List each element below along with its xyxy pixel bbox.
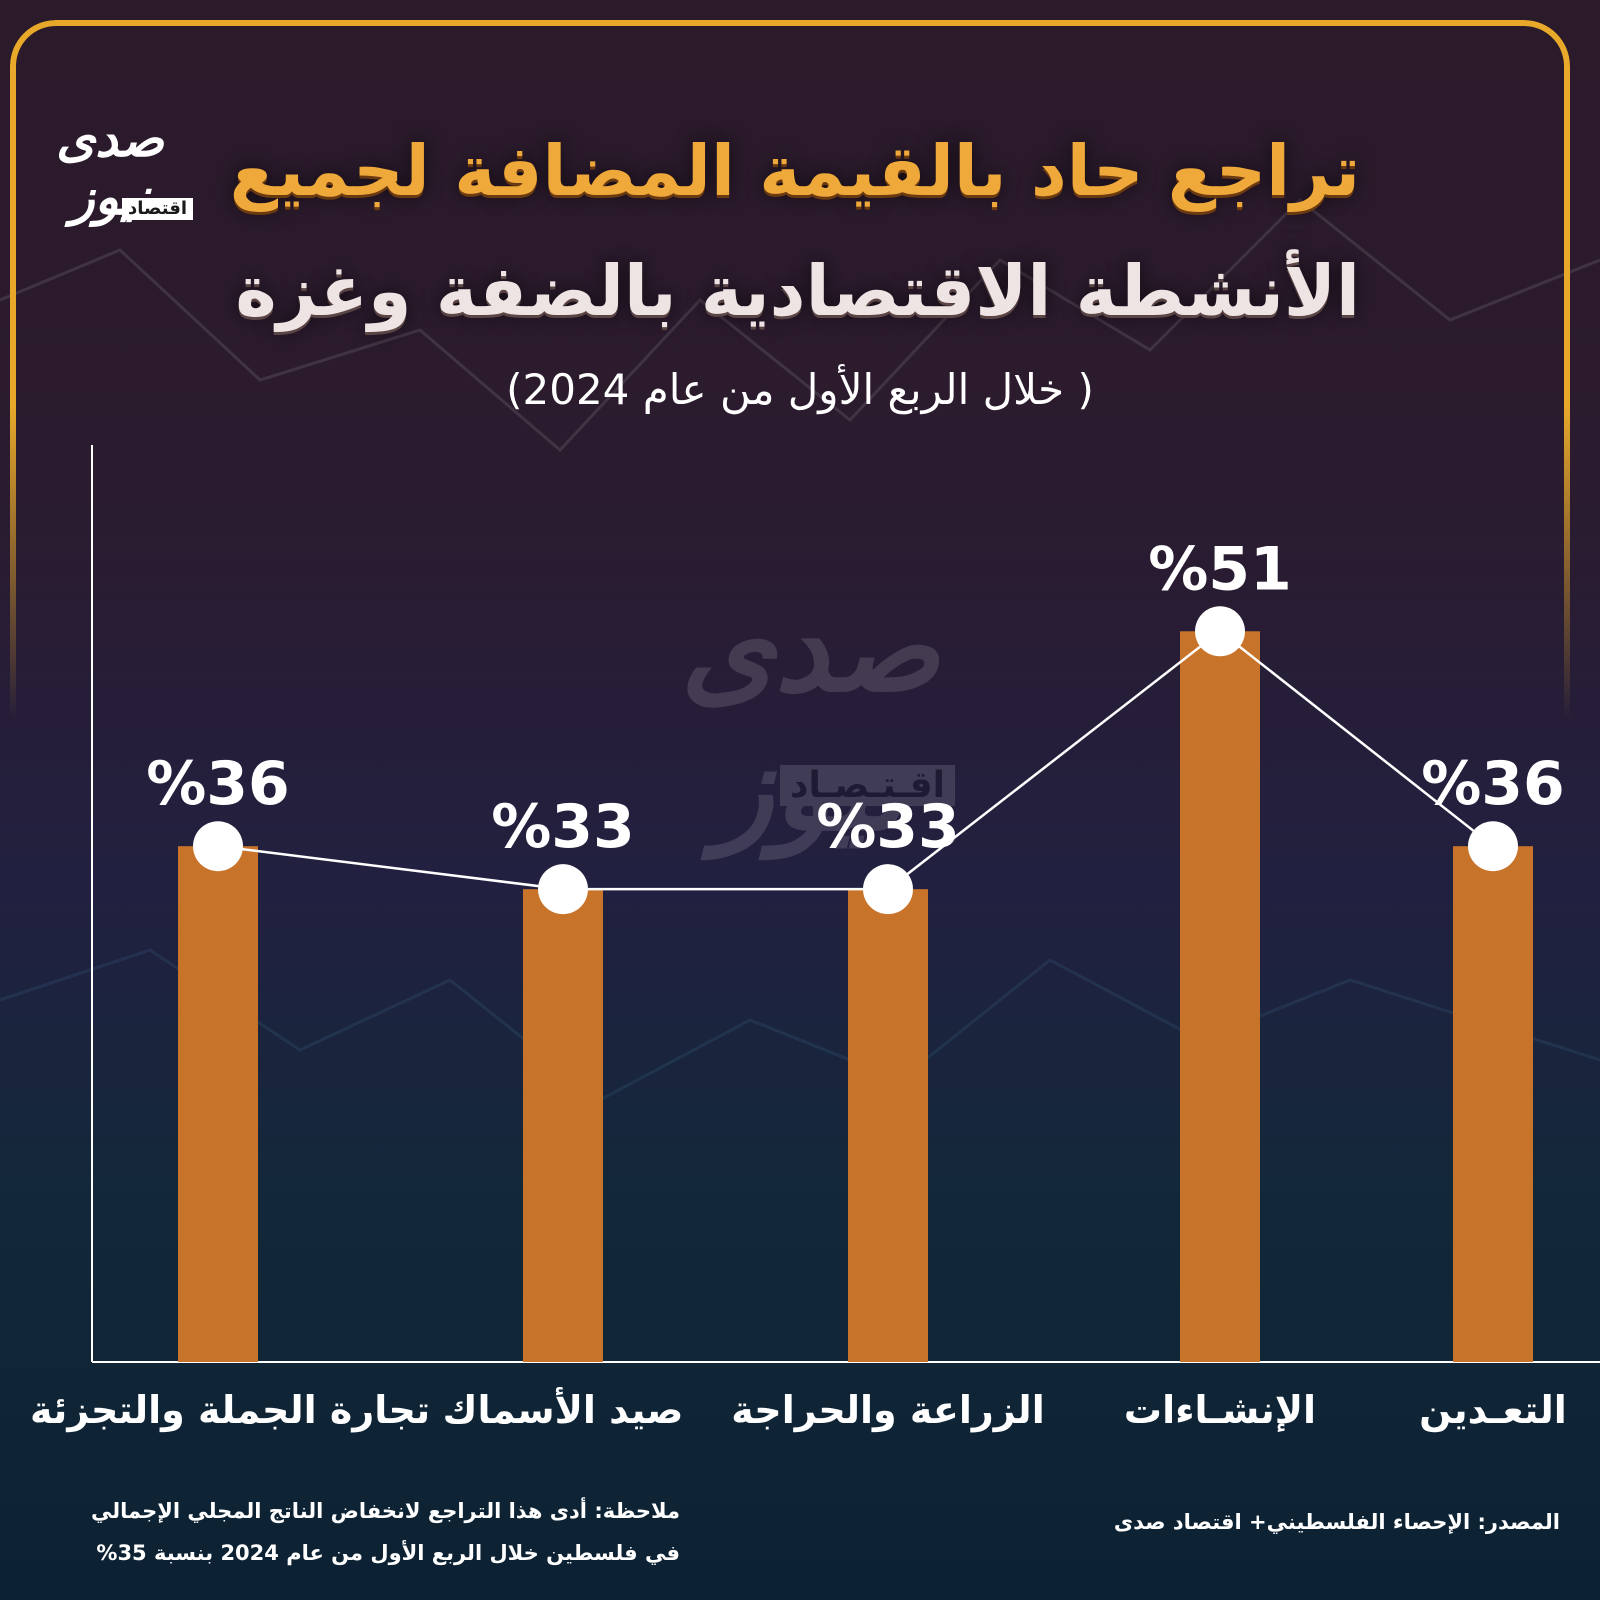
decorative-frame: [10, 20, 1570, 720]
value-label-3: %33: [816, 792, 960, 862]
page-title-line2: الأنشطة الاقتصادية بالضفة وغزة: [235, 250, 1360, 332]
category-label-3: الزراعة والحراجة: [731, 1388, 1044, 1433]
source-credit: المصدر: الإحصاء الفلسطيني+ اقتصاد صدى: [1113, 1510, 1560, 1534]
category-label-5: التعـدين: [1419, 1388, 1567, 1432]
bar-2: [523, 889, 603, 1362]
category-label-4: الإنشـاءات: [1124, 1388, 1316, 1432]
bar-3: [848, 889, 928, 1362]
footnote-line2: في فلسطين خلال الربع الأول من عام 2024 ب…: [96, 1541, 680, 1565]
value-label-5: %36: [1421, 749, 1565, 819]
category-label-1: تجارة الجملة والتجزئة: [30, 1388, 430, 1433]
footnote: ملاحظة: أدى هذا التراجع لانخفاض الناتج ا…: [60, 1490, 680, 1574]
category-label-2: صيد الأسماك: [443, 1386, 684, 1432]
bar-series: [178, 631, 1533, 1362]
brand-logo: صدى نيوز اقتصاد: [30, 100, 194, 226]
watermark-wordmark: صدى نيوز: [680, 580, 940, 858]
value-label-4: %51: [1148, 534, 1292, 604]
marker-series: [193, 606, 1518, 915]
page-title-line1: تراجع حاد بالقيمة المضافة لجميع: [229, 130, 1360, 212]
marker-3: [863, 864, 913, 915]
value-label-2: %33: [491, 792, 635, 862]
footnote-line1: ملاحظة: أدى هذا التراجع لانخفاض الناتج ا…: [90, 1499, 680, 1523]
marker-1: [193, 821, 243, 872]
marker-5: [1468, 821, 1518, 872]
logo-tag: اقتصاد: [122, 198, 194, 220]
page-subtitle: ( خلال الربع الأول من عام 2024): [506, 365, 1094, 414]
brand-watermark: صدى نيوز اقـتـصـاد: [630, 540, 990, 858]
category-label-series: تجارة الجملة والتجزئة صيد الأسماك الزراعة …: [30, 1386, 1567, 1433]
value-label-series: %36 %33 %33 %51 %36: [146, 534, 1565, 862]
marker-4: [1195, 606, 1245, 657]
marker-2: [538, 864, 588, 915]
watermark-tag: اقـتـصـاد: [780, 765, 955, 806]
bar-1: [178, 846, 258, 1362]
bar-5: [1453, 846, 1533, 1362]
bar-4: [1180, 631, 1260, 1362]
value-label-1: %36: [146, 749, 290, 819]
